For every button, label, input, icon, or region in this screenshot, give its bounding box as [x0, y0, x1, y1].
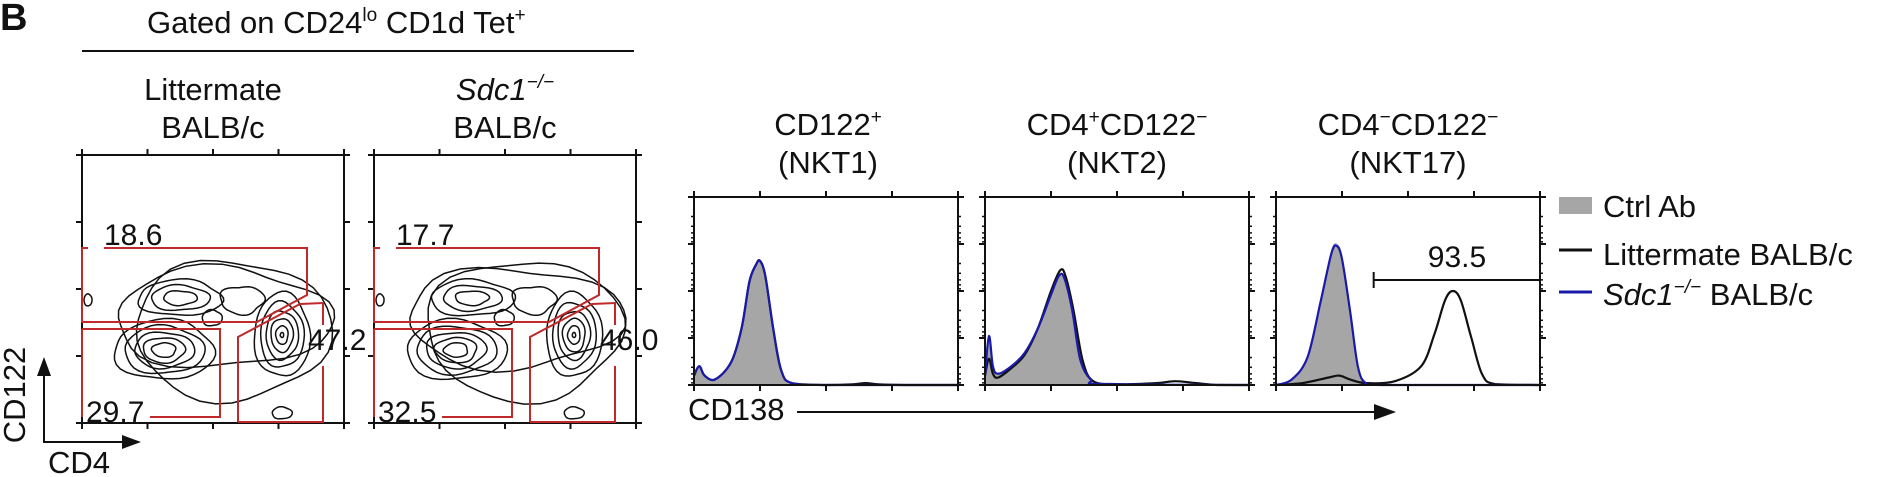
gate-lower-left: [373, 328, 513, 418]
contour-cd122pos-population: [430, 277, 517, 317]
legend-label-littermate: Littermate BALB/c: [1603, 237, 1853, 272]
series-ctrl-ab-fill: [984, 273, 1250, 386]
series-sdc1-line: [983, 272, 1250, 387]
gate-right: [237, 301, 324, 423]
contour-outer: [135, 259, 334, 405]
gate-right: [529, 301, 616, 423]
legend-swatch-ctrl: [1559, 197, 1592, 214]
gate-lower-left-value: 32.5: [378, 396, 436, 429]
contour-cd4pos-population: [274, 325, 289, 346]
contour-cd4pos-population: [270, 318, 295, 354]
contour-cd4pos-population: [561, 317, 586, 353]
contour-cd122pos-population: [137, 278, 225, 317]
histogram-3-title: CD4−CD122−: [1318, 107, 1499, 142]
gate-lower-left-value: 29.7: [86, 396, 144, 429]
series-littermate-line: [1275, 289, 1541, 387]
contour-plot-1-label-line2: BALB/c: [161, 110, 264, 145]
series-sdc1-line: [693, 259, 958, 387]
gate-right-value: 46.0: [600, 324, 658, 357]
gate-lower-left: [81, 328, 221, 418]
contour-cd4pos-population: [571, 331, 577, 339]
contour-small-population: [83, 293, 93, 307]
contour-cd4neg-population: [406, 317, 509, 381]
legend-label-sdc1: Sdc1−/− BALB/c: [1603, 277, 1813, 312]
contour-cd4neg-population: [134, 331, 196, 370]
contour-plot-1-label-line1: Littermate: [144, 72, 282, 107]
histogram-3-gate-value: 93.5: [1428, 241, 1486, 274]
contour-plot-2-label-line2: BALB/c: [453, 110, 556, 145]
contour-cd4neg-population: [124, 323, 206, 375]
contour-small-population: [511, 286, 559, 317]
histogram-panel-1: [688, 191, 964, 391]
plot-frame: [373, 154, 637, 424]
contour-cd4neg-population: [113, 317, 217, 380]
series-ctrl-ab-fill: [693, 259, 958, 386]
contour-outer: [409, 266, 627, 373]
contour-cd4neg-population: [433, 336, 478, 364]
histogram-1-title: CD122+: [774, 107, 882, 142]
contour-plot-littermate: [76, 149, 350, 429]
contour-plot-2-label-line1: Sdc1−/−: [456, 72, 554, 107]
y-axis-label-cd122: CD122: [0, 347, 32, 444]
contour-cd122pos-population: [454, 290, 491, 307]
legend-label-ctrl: Ctrl Ab: [1603, 189, 1696, 224]
contour-small-population: [201, 308, 224, 327]
contour-cd4neg-population: [442, 342, 469, 358]
contour-cd4pos-population: [265, 310, 300, 362]
contour-cd122pos-population: [162, 290, 199, 307]
series-littermate-line: [983, 268, 1249, 387]
histogram-1-subtitle: (NKT1): [778, 145, 878, 180]
contour-small-population: [375, 293, 385, 307]
arrow-right-icon: [122, 435, 141, 449]
contour-small-population: [271, 405, 294, 420]
x-axis-label-cd138: CD138: [688, 392, 785, 427]
panel-label: B: [0, 0, 27, 39]
contour-cd122pos-population: [150, 283, 212, 312]
arrow-up-icon: [37, 357, 51, 376]
contour-cd4neg-population: [425, 332, 488, 370]
contour-small-population: [563, 405, 586, 420]
contour-outer: [117, 262, 336, 369]
contour-axis-arrows: CD122 CD4: [0, 347, 141, 477]
contour-cd4pos-population: [253, 290, 312, 377]
histograms: [688, 191, 1546, 391]
contour-plot-sdc1: [368, 149, 642, 429]
histogram-3-subtitle: (NKT17): [1349, 145, 1466, 180]
contour-small-population: [219, 286, 267, 317]
contour-cd4neg-population: [416, 325, 498, 377]
histogram-2-subtitle: (NKT2): [1067, 145, 1167, 180]
contour-cd4neg-population: [142, 337, 187, 365]
gate-upper-value: 17.7: [396, 219, 454, 252]
histogram-panel-3: [1270, 191, 1546, 391]
gate-upper: [373, 247, 600, 323]
legend: Ctrl Ab Littermate BALB/c Sdc1−/− BALB/c: [1559, 189, 1853, 312]
gate-upper-value: 18.6: [104, 219, 162, 252]
contour-small-population: [493, 308, 516, 327]
gate-upper: [81, 247, 308, 323]
histogram-panel-2: [979, 191, 1255, 391]
contour-cd4pos-population: [557, 310, 592, 362]
gating-title: Gated on CD24lo CD1d Tet+: [147, 5, 526, 40]
histogram-2-title: CD4+CD122−: [1027, 107, 1208, 142]
series-ctrl-ab-fill: [1275, 242, 1540, 386]
contour-cd4pos-population: [566, 325, 581, 346]
x-axis-label-cd4: CD4: [48, 445, 110, 477]
contour-cd4neg-population: [150, 342, 177, 359]
arrow-right-icon: [1374, 404, 1396, 420]
contour-cd122pos-population: [442, 284, 504, 313]
contour-cd4pos-population: [279, 331, 285, 339]
gate-right-value: 47.2: [308, 324, 366, 357]
